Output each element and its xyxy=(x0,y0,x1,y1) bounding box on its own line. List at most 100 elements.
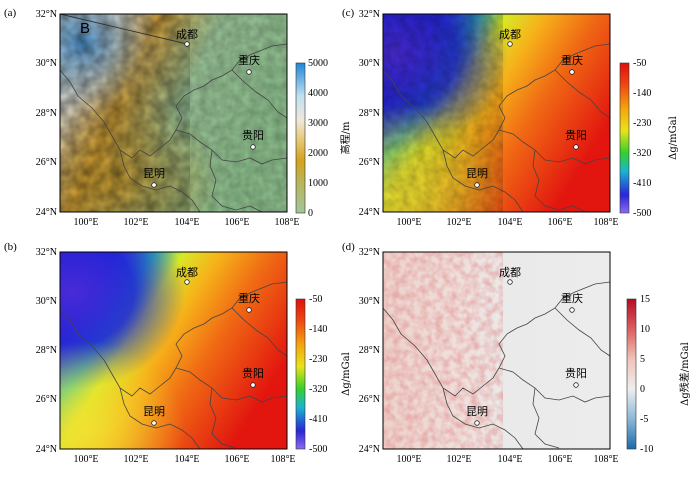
lat-tick: 26°N xyxy=(359,394,380,405)
city-label-chengdu: 成都 xyxy=(499,266,521,279)
city-markers-a: 成都 重庆 贵阳 昆明 xyxy=(143,28,264,188)
city-label-guiyang: 贵阳 xyxy=(565,129,587,142)
city-marker-chengdu xyxy=(184,41,190,47)
city-marker-chongqing xyxy=(569,307,575,313)
colorbar-a: 5000 4000 3000 2000 1000 0 高程/m xyxy=(295,58,352,219)
lat-tick: 30°N xyxy=(359,58,380,69)
lat-tick: 24°N xyxy=(36,207,57,218)
city-marker-chongqing xyxy=(569,69,575,75)
city-marker-chongqing xyxy=(246,307,252,313)
lat-tick: 26°N xyxy=(359,157,380,168)
province-boundary xyxy=(383,43,610,159)
colorbar-title-c: Δg/mGal xyxy=(668,116,679,160)
colorbar-tick: -230 xyxy=(633,118,651,129)
panel-b-gravity-map: 成都 重庆 贵阳 昆明 (b) 32°N 30°N 28°N 26°N 24°N… xyxy=(4,241,352,465)
province-boundary xyxy=(383,281,610,397)
city-label-chongqing: 重庆 xyxy=(238,291,260,305)
panel-label-c: (c) xyxy=(342,7,355,19)
province-boundary xyxy=(532,149,586,212)
lat-tick: 30°N xyxy=(359,296,380,307)
lat-tick: 26°N xyxy=(36,394,57,405)
panel-label-b: (b) xyxy=(4,241,17,253)
lon-tick: 100°E xyxy=(396,454,421,465)
colorbar-d: 15 10 5 0 -5 -10 Δg残差/mGal xyxy=(626,294,691,455)
lat-tick: 32°N xyxy=(36,247,57,258)
province-boundary xyxy=(231,307,287,357)
lon-tick: 104°E xyxy=(497,217,522,228)
profile-label: B xyxy=(80,20,90,37)
province-boundary xyxy=(554,307,610,357)
city-label-chengdu: 成都 xyxy=(176,28,198,41)
province-boundary xyxy=(532,387,560,449)
city-label-chongqing: 重庆 xyxy=(561,53,583,67)
province-boundary xyxy=(60,281,287,397)
lat-tick: 24°N xyxy=(359,207,380,218)
lat-tick: 32°N xyxy=(359,9,380,20)
colorbar-tick: 1000 xyxy=(308,178,328,189)
colorbar-tick: 2000 xyxy=(308,148,328,159)
province-boundary xyxy=(175,129,287,165)
colorbar-tick: 10 xyxy=(640,324,650,335)
city-marker-guiyang xyxy=(250,382,256,388)
lat-tick: 24°N xyxy=(36,444,57,455)
colorbar-tick: 15 xyxy=(640,294,650,305)
lat-axis-a: 32°N 30°N 28°N 26°N 24°N xyxy=(36,9,57,218)
colorbar-tick: -500 xyxy=(633,208,651,219)
city-label-guiyang: 贵阳 xyxy=(565,367,587,380)
city-label-chongqing: 重庆 xyxy=(561,291,583,305)
colorbar-tick: -50 xyxy=(309,294,322,305)
city-label-kunming: 昆明 xyxy=(143,405,165,418)
panel-c-gravity-map: 成都 重庆 贵阳 昆明 (c) 32°N 30°N 28°N 26°N 24°N… xyxy=(342,7,679,228)
city-marker-kunming xyxy=(474,420,480,426)
city-marker-chengdu xyxy=(507,41,513,47)
lon-axis-a: 100°E 102°E 104°E 106°E 108°E xyxy=(73,217,299,228)
city-marker-guiyang xyxy=(573,382,579,388)
lat-tick: 26°N xyxy=(36,157,57,168)
panel-label-d: (d) xyxy=(342,241,355,253)
lon-tick: 108°E xyxy=(593,217,618,228)
lon-tick: 100°E xyxy=(396,217,421,228)
lon-tick: 104°E xyxy=(497,454,522,465)
colorbar-tick: 0 xyxy=(308,208,313,219)
colorbar-tick: 5 xyxy=(640,354,645,365)
panel-a-elevation-map: B 成都 重庆 贵阳 昆明 (a) 32°N 30°N 28°N 26°N 24… xyxy=(4,7,352,228)
province-boundary xyxy=(554,69,610,119)
colorbar-tick: -140 xyxy=(309,324,327,335)
city-marker-kunming xyxy=(474,182,480,188)
panel-d-residual-map: 成都 重庆 贵阳 昆明 (d) 32°N 30°N 28°N 26°N 24°N… xyxy=(342,241,691,465)
province-boundary xyxy=(498,367,610,403)
lon-tick: 104°E xyxy=(174,217,199,228)
lon-tick: 102°E xyxy=(123,454,148,465)
colorbar-tick: 0 xyxy=(640,384,645,395)
colorbar-tick: 3000 xyxy=(308,118,328,129)
city-marker-chongqing xyxy=(246,69,252,75)
city-label-chengdu: 成都 xyxy=(176,266,198,279)
city-marker-kunming xyxy=(151,182,157,188)
lon-tick: 106°E xyxy=(547,217,572,228)
province-boundary xyxy=(60,43,287,159)
lon-tick: 108°E xyxy=(270,454,295,465)
colorbar-tick: -5 xyxy=(640,414,648,425)
lon-tick: 106°E xyxy=(547,454,572,465)
lat-tick: 28°N xyxy=(36,345,57,356)
colorbar-tick: -320 xyxy=(309,384,327,395)
province-boundary xyxy=(498,129,610,165)
colorbar-tick: -140 xyxy=(633,88,651,99)
lon-tick: 102°E xyxy=(123,217,148,228)
city-label-chongqing: 重庆 xyxy=(238,53,260,67)
province-boundary xyxy=(209,387,237,449)
province-boundary xyxy=(442,387,524,449)
city-label-kunming: 昆明 xyxy=(466,405,488,418)
colorbar-tick: -230 xyxy=(309,354,327,365)
lat-tick: 30°N xyxy=(36,296,57,307)
city-marker-guiyang xyxy=(250,144,256,150)
colorbar-title-d: Δg残差/mGal xyxy=(678,342,691,406)
lat-tick: 32°N xyxy=(36,9,57,20)
city-marker-chengdu xyxy=(507,279,513,285)
province-boundary xyxy=(231,69,287,119)
city-marker-kunming xyxy=(151,420,157,426)
lat-tick: 28°N xyxy=(359,108,380,119)
lat-tick: 24°N xyxy=(359,444,380,455)
lon-tick: 100°E xyxy=(73,217,98,228)
